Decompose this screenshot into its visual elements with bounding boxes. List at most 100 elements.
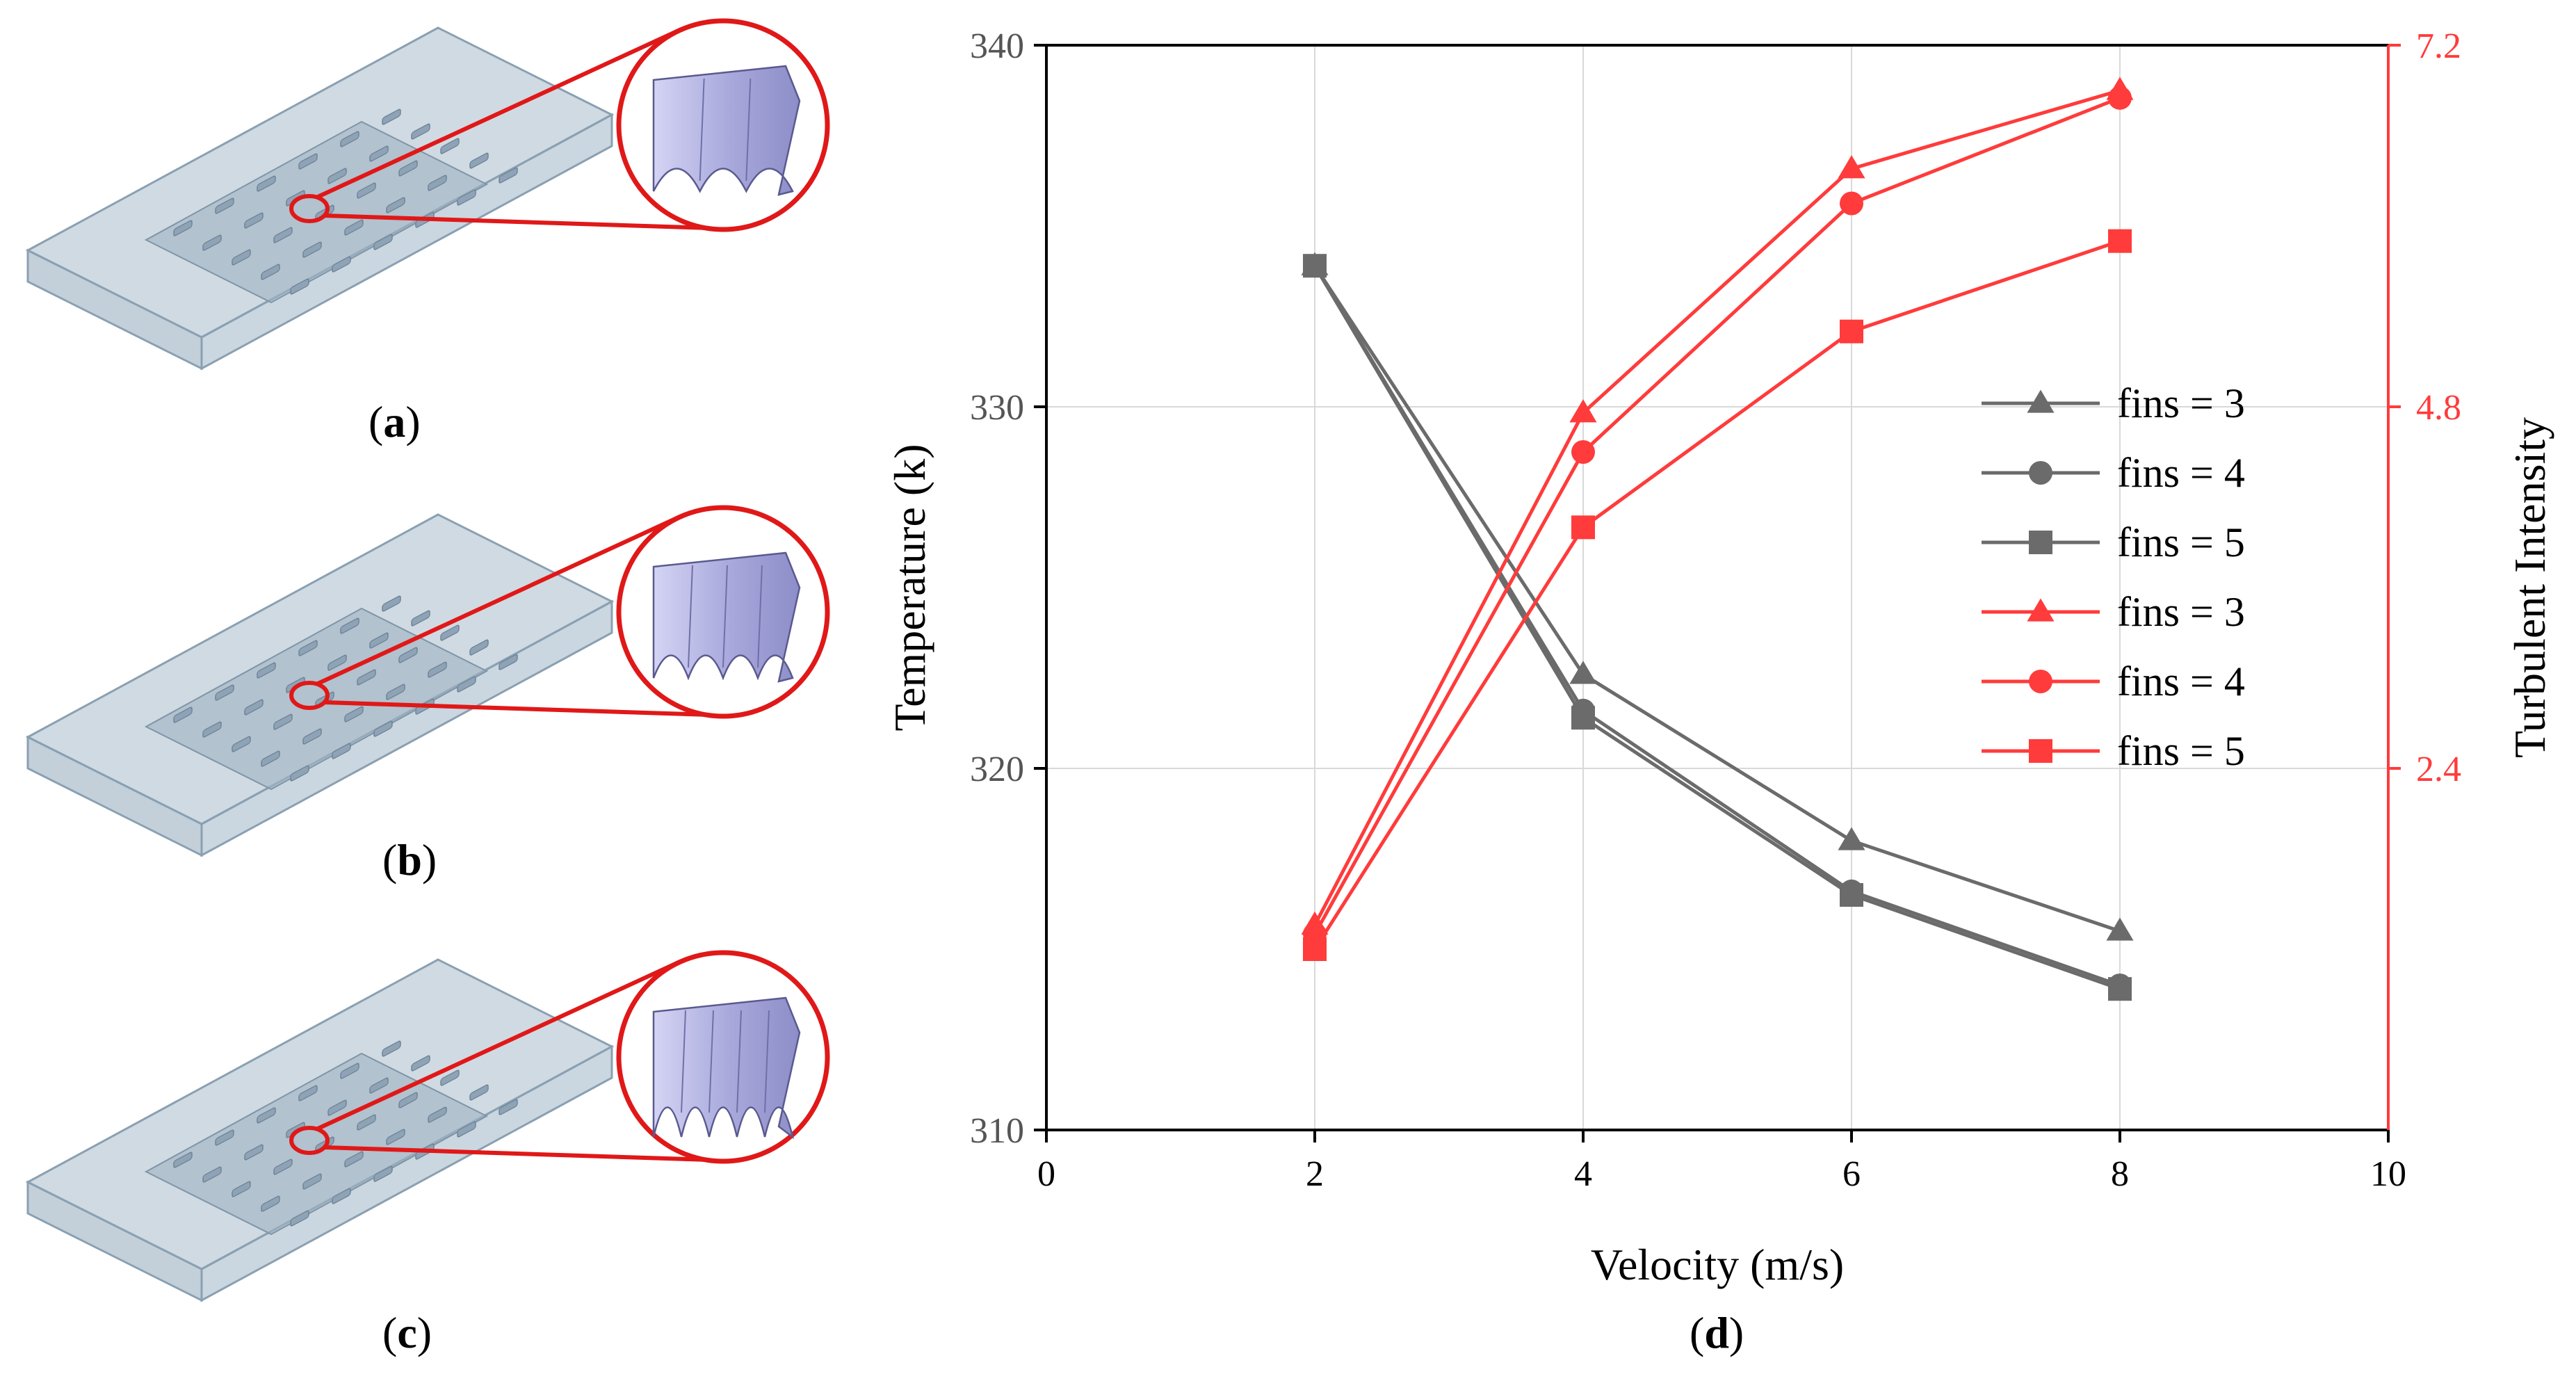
data-point bbox=[2106, 917, 2134, 941]
fin-bump bbox=[440, 1069, 460, 1086]
fin-bump bbox=[215, 1129, 234, 1146]
legend-label: fins = 4 bbox=[2117, 450, 2245, 496]
fin-bump bbox=[428, 661, 447, 678]
fin-bump bbox=[440, 138, 460, 154]
legend-marker bbox=[2029, 670, 2052, 693]
x-tick-label: 4 bbox=[1574, 1154, 1592, 1194]
data-point bbox=[2108, 974, 2132, 997]
legend-label: fins = 4 bbox=[2117, 659, 2245, 704]
fin-bump bbox=[499, 654, 518, 670]
x-tick-label: 8 bbox=[2111, 1154, 2129, 1194]
fin-bump bbox=[244, 212, 264, 229]
fin-bump bbox=[173, 706, 193, 723]
data-point bbox=[2108, 86, 2132, 110]
y2-tick-label: 4.8 bbox=[2416, 388, 2461, 428]
axes: 0 2 4 6 8 10 310 320 330 340 2.4 4.8 7.2 bbox=[970, 26, 2461, 1194]
legend-item: fins = 4 bbox=[1982, 450, 2245, 496]
legend: fins = 3 fins = 4 fins = 5 fins = 3 fins = 4… bbox=[1982, 380, 2245, 774]
series-left-triangle bbox=[1301, 252, 2134, 941]
fin-bump bbox=[290, 1210, 309, 1227]
fin-bump bbox=[340, 1063, 359, 1079]
fin-bump bbox=[327, 654, 347, 671]
series-line bbox=[1313, 239, 2121, 951]
fin-bump bbox=[202, 234, 222, 251]
fin-bump bbox=[373, 234, 393, 250]
series-right-square bbox=[1303, 229, 2132, 961]
fin-bump bbox=[357, 1114, 376, 1131]
data-point bbox=[1571, 698, 1595, 722]
fin-bump bbox=[382, 1040, 401, 1057]
fin-bump bbox=[398, 1092, 418, 1108]
fin-bump bbox=[327, 168, 347, 184]
fin-bump bbox=[332, 1188, 351, 1204]
y2-tick-label: 2.4 bbox=[2416, 750, 2461, 789]
fin-bump bbox=[340, 617, 359, 634]
legend-marker bbox=[2029, 739, 2052, 763]
fin-bump bbox=[244, 1144, 264, 1161]
fin-bump bbox=[457, 676, 476, 693]
data-point bbox=[1301, 911, 1329, 935]
zoom-line-top bbox=[315, 959, 683, 1131]
series-line bbox=[1313, 264, 2121, 987]
fin-bump bbox=[257, 175, 276, 192]
fin-bump bbox=[298, 1085, 318, 1101]
data-point bbox=[1569, 661, 1597, 684]
fin-bump bbox=[386, 684, 405, 700]
data-point bbox=[1571, 515, 1595, 540]
fin-bump bbox=[257, 1107, 276, 1124]
legend-marker bbox=[2027, 389, 2055, 413]
fin-bump bbox=[302, 241, 322, 258]
fin-bump bbox=[386, 1129, 405, 1145]
y2-tick-label: 7.2 bbox=[2416, 26, 2461, 66]
fin-bump bbox=[232, 1181, 251, 1197]
fin-bump bbox=[232, 249, 251, 266]
fin-bump bbox=[440, 624, 460, 641]
legend-marker bbox=[2029, 531, 2052, 554]
fin-bump bbox=[273, 227, 293, 243]
legend-marker bbox=[2027, 598, 2055, 622]
fin-bump bbox=[344, 219, 364, 236]
series-line bbox=[1313, 264, 2121, 991]
fin-bump bbox=[290, 765, 309, 782]
data-point bbox=[1303, 254, 1327, 278]
fin-bump bbox=[332, 256, 351, 273]
zoom-line-bottom bbox=[324, 1145, 710, 1162]
fin-bump bbox=[469, 152, 489, 169]
fin-profile bbox=[652, 65, 801, 196]
fin-bump bbox=[369, 632, 389, 649]
data-point bbox=[2108, 977, 2132, 1001]
fin-ridge bbox=[708, 1010, 714, 1113]
legend-item: fins = 5 bbox=[1982, 519, 2245, 565]
schematic-b bbox=[25, 505, 830, 857]
legend-label: fins = 3 bbox=[2117, 589, 2245, 635]
fin-bump bbox=[469, 639, 489, 656]
fin-bump bbox=[428, 175, 447, 191]
fin-ridge bbox=[745, 78, 752, 181]
fin-bump bbox=[344, 706, 364, 722]
data-point bbox=[1303, 254, 1327, 278]
legend-label: fins = 3 bbox=[2117, 380, 2245, 426]
y-tick-label: 330 bbox=[970, 388, 1024, 428]
fin-bump bbox=[244, 699, 264, 716]
fin-bump bbox=[261, 1195, 280, 1212]
fin-bump bbox=[273, 1158, 293, 1175]
y-tick-label: 310 bbox=[970, 1111, 1024, 1151]
fin-bump bbox=[173, 1152, 193, 1168]
fin-bump bbox=[357, 182, 376, 199]
fin-bump bbox=[232, 736, 251, 752]
x-tick-label: 6 bbox=[1842, 1154, 1861, 1194]
fin-bump bbox=[302, 1173, 322, 1190]
zoom-line-bottom bbox=[324, 213, 710, 230]
fin-ridge bbox=[681, 1010, 686, 1113]
fin-bump bbox=[499, 1099, 518, 1115]
fin-bump bbox=[261, 750, 280, 767]
fin-bump bbox=[499, 167, 518, 184]
zoom-line-top bbox=[315, 27, 683, 200]
fin-bump bbox=[411, 610, 430, 627]
fin-bump bbox=[398, 160, 418, 177]
x-tick-label: 0 bbox=[1037, 1154, 1055, 1194]
fin-bump bbox=[398, 647, 418, 663]
fin-ridge bbox=[757, 565, 763, 668]
data-point bbox=[1840, 883, 1863, 907]
fin-bump bbox=[357, 669, 376, 686]
